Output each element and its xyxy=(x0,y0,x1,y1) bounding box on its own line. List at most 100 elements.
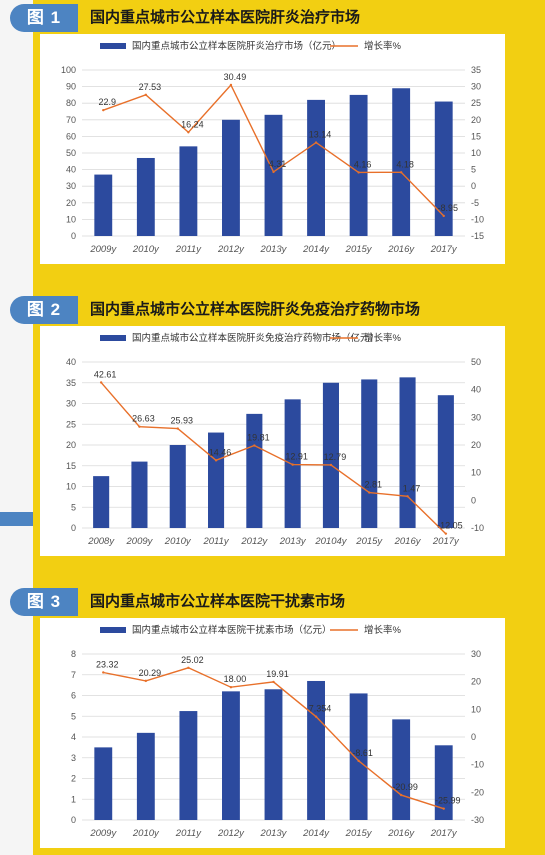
y-left-tick-label: 20 xyxy=(66,198,76,208)
bar xyxy=(392,719,411,820)
bar xyxy=(361,379,378,528)
chart-3-tag: 图 3 xyxy=(10,588,78,616)
growth-rate-point xyxy=(329,463,333,467)
growth-rate-point xyxy=(229,83,233,87)
growth-rate-point xyxy=(214,459,218,462)
bar xyxy=(169,445,186,528)
bar xyxy=(264,689,283,820)
growth-rate-point xyxy=(187,666,190,669)
legend-bar-swatch xyxy=(100,43,126,49)
growth-rate-label: -25.99 xyxy=(435,796,461,806)
growth-rate-label: 42.61 xyxy=(94,369,117,379)
y-right-tick-label: -10 xyxy=(471,760,484,770)
growth-rate-point xyxy=(291,463,294,466)
growth-rate-point xyxy=(442,807,445,810)
growth-rate-label: -12.05 xyxy=(437,521,463,531)
y-left-tick-label: 0 xyxy=(71,523,76,533)
x-tick-label: 2012y xyxy=(217,828,245,839)
chart-2-svg: 国内重点城市公立样本医院肝炎免疫治疗药物市场（亿元）增长率% 40 35 30 25 20… xyxy=(66,332,484,547)
y-right-tick-label: 5 xyxy=(471,165,476,175)
chart-2-header: 图 2 国内重点城市公立样本医院肝炎免疫治疗药物市场 xyxy=(0,296,545,324)
bar xyxy=(136,157,155,236)
growth-rate-label: 13.14 xyxy=(309,130,332,140)
growth-rate-label: 30.49 xyxy=(224,72,247,82)
y-right-tick-label: -20 xyxy=(471,787,484,797)
growth-rate-point xyxy=(357,171,360,174)
growth-rate-point xyxy=(357,759,360,763)
x-tick-label: 2015y xyxy=(355,536,383,547)
bar xyxy=(246,413,263,528)
bar xyxy=(222,691,240,820)
bar xyxy=(131,461,148,528)
chart-3-header: 图 3 国内重点城市公立样本医院干扰素市场 xyxy=(0,588,545,616)
y-left-tick-label: 15 xyxy=(66,461,76,471)
growth-rate-point xyxy=(399,171,403,174)
x-tick-label: 2017y xyxy=(430,828,458,839)
y-left-tick-label: 0 xyxy=(71,231,76,241)
growth-rate-label: 22.9 xyxy=(99,97,117,107)
x-tick-label: 2014y xyxy=(302,828,330,839)
growth-rate-point xyxy=(102,671,105,674)
bar xyxy=(222,119,240,236)
growth-rate-label: 27.53 xyxy=(139,82,162,92)
y-right-tick-label: 40 xyxy=(471,385,481,395)
y-left-tick-label: 60 xyxy=(66,131,76,141)
x-tick-label: 2017y xyxy=(432,536,460,547)
y-right-tick-label: 50 xyxy=(471,357,481,367)
y-right-tick-label: 30 xyxy=(471,649,481,659)
growth-rate-point xyxy=(272,680,275,684)
y-right-tick-label: 15 xyxy=(471,131,481,141)
y-left-tick-label: 90 xyxy=(66,82,76,92)
y-left-tick-label: 1 xyxy=(71,794,76,804)
legend-line-label: 增长率% xyxy=(364,332,402,344)
y-left-tick-label: 7 xyxy=(71,670,76,680)
x-tick-label: 2010y xyxy=(132,244,160,255)
bar xyxy=(179,146,198,236)
x-tick-label: 2015y xyxy=(345,244,373,255)
y-right-tick-label: 10 xyxy=(471,468,481,478)
y-right-tick-label: 30 xyxy=(471,82,481,92)
y-left-tick-label: 25 xyxy=(66,419,76,429)
x-tick-label: 2012y xyxy=(217,244,245,255)
y-right-tick-label: 0 xyxy=(471,732,476,742)
growth-rate-label: 12.79 xyxy=(324,452,347,462)
y-left-tick-label: 10 xyxy=(66,482,76,492)
growth-rate-point xyxy=(229,686,233,689)
y-right-tick-label: -10 xyxy=(471,523,484,533)
bar xyxy=(399,377,416,528)
x-tick-label: 2016y xyxy=(387,244,415,255)
growth-rate-label: 25.93 xyxy=(170,416,193,426)
chart-1-title: 国内重点城市公立样本医院肝炎治疗市场 xyxy=(90,9,361,26)
growth-rate-point xyxy=(399,793,403,797)
growth-rate-point xyxy=(272,170,275,174)
y-right-tick-label: -10 xyxy=(471,214,484,224)
y-left-tick-label: 70 xyxy=(66,115,76,125)
y-left-tick-label: 2 xyxy=(71,774,76,784)
growth-rate-label: 4.18 xyxy=(396,159,414,169)
y-right-tick-label: -30 xyxy=(471,815,484,825)
bar xyxy=(349,94,368,237)
bar xyxy=(94,174,113,236)
x-tick-label: 2011y xyxy=(175,244,202,255)
growth-rate-point xyxy=(99,381,103,384)
x-tick-label: 2011y xyxy=(202,536,229,547)
x-tick-label: 2008y xyxy=(87,536,115,547)
y-right-tick-label: 30 xyxy=(471,412,481,422)
y-left-tick-label: 35 xyxy=(66,378,76,388)
y-right-tick-label: 10 xyxy=(471,148,481,158)
x-tick-label: 2010y xyxy=(164,536,192,547)
growth-rate-label: 1.47 xyxy=(403,483,421,493)
chart-1-header: 图 1 国内重点城市公立样本医院肝炎治疗市场 xyxy=(0,4,545,32)
legend-line-label: 增长率% xyxy=(364,40,402,52)
y-left-tick-label: 50 xyxy=(66,148,76,158)
y-right-tick-label: 35 xyxy=(471,65,481,75)
growth-rate-label: 14.46 xyxy=(209,447,232,457)
x-tick-label: 2017y xyxy=(430,244,458,255)
bar xyxy=(434,745,453,820)
legend-bar-label: 国内重点城市公立样本医院肝炎免疫治疗药物市场（亿元） xyxy=(132,332,379,344)
y-left-tick-label: 30 xyxy=(66,399,76,409)
growth-rate-label: 16.24 xyxy=(181,119,204,129)
y-left-tick-label: 80 xyxy=(66,98,76,108)
x-tick-label: 2009y xyxy=(89,244,117,255)
y-left-tick-label: 4 xyxy=(71,732,76,742)
